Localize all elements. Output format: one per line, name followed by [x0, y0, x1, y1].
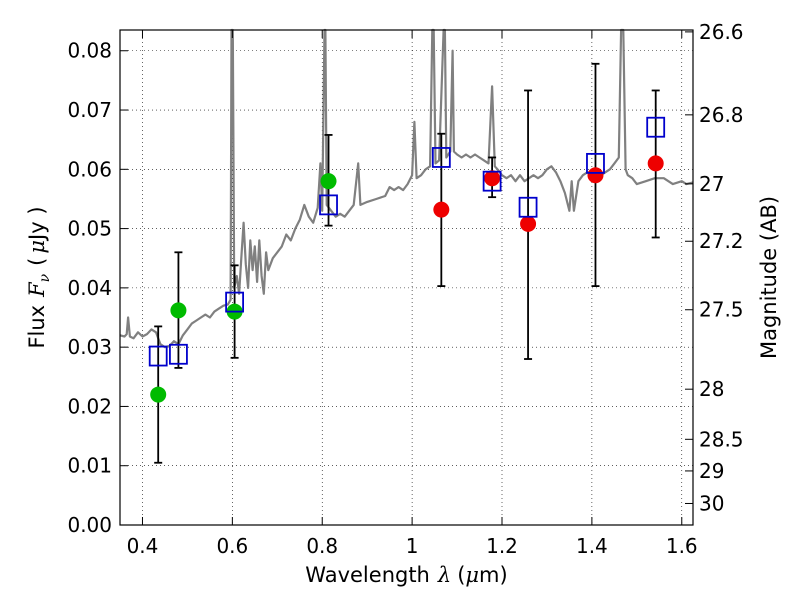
x-tick-label: 1.4 — [576, 534, 608, 558]
y-tick-label: 0.00 — [67, 513, 112, 537]
y-tick-label: 0.08 — [67, 39, 112, 63]
y2-tick-label: 26.6 — [699, 20, 744, 44]
x-tick-label: 0.6 — [216, 534, 248, 558]
x-axis-label-symbol: λ — [437, 563, 451, 587]
y-tick-label: 0.06 — [67, 157, 112, 181]
spectrum-layer — [119, 28, 694, 349]
model-spectrum-line — [119, 28, 694, 349]
model-photometry-square — [482, 170, 502, 192]
y2-tick-label: 28.5 — [699, 427, 744, 451]
y-tick-label: 0.04 — [67, 276, 112, 300]
x-tick-label: 1.6 — [666, 534, 698, 558]
x-axis-label-unit-open: ( — [457, 563, 465, 587]
y-tick-label: 0.07 — [67, 98, 112, 122]
green-data-point — [150, 386, 167, 403]
y-tick-label: 0.03 — [67, 335, 112, 359]
model-photometry-square — [431, 147, 451, 168]
y2-tick-label: 29 — [699, 459, 724, 483]
red-data-point — [647, 155, 664, 172]
y-tick-label: 0.05 — [67, 217, 112, 241]
y2-tick-label: 28 — [699, 377, 724, 401]
red-data-point — [587, 167, 604, 184]
x-tick-label: 0.4 — [127, 534, 159, 558]
green-data-point — [320, 173, 337, 190]
y-axis-label-unit-rest: Jy ) — [25, 206, 49, 242]
y2-tick-label: 30 — [699, 491, 724, 515]
y2-axis-label-text: Magnitude (AB) — [757, 196, 781, 359]
green-data-point — [170, 302, 187, 319]
svg-text:FluxFν(μJy ): Flux Fν ( μJy ) — [25, 206, 53, 348]
model-photometry-square — [646, 116, 666, 138]
axis-layer: 0.4 0.6 0.8 1 1.2 1.4 1.6 0.00 0.01 0.02 0.03 0.04 0… — [67, 20, 743, 558]
grid — [120, 30, 693, 526]
red-data-point — [520, 215, 537, 232]
model-photometry-square — [586, 152, 605, 174]
x-axis-label-text: Wavelength — [305, 563, 430, 587]
y-axis-label-unit-mu: μ — [25, 240, 49, 254]
model-photometry-square — [225, 291, 245, 313]
red-data-point — [484, 170, 501, 187]
y-tick-label: 0.01 — [67, 454, 112, 478]
model-photometry-square — [169, 343, 188, 365]
model-photometry-square — [319, 194, 338, 216]
y-axis-label-subscript: ν — [37, 273, 53, 282]
y2-tick-label: 27.5 — [699, 298, 744, 322]
x-tick-label: 1 — [406, 534, 419, 558]
y-axis-label-unit-open: ( — [25, 258, 49, 266]
model-photometry-square — [518, 196, 538, 218]
x-axis-label-unit-rest: m) — [479, 563, 508, 587]
model-photometry-square — [148, 345, 168, 367]
red-data-point — [433, 201, 450, 218]
plot-frame — [119, 29, 694, 526]
y-axis-label: Flux Fν ( μJy ) — [25, 206, 53, 348]
y-axis-label-text: Flux — [25, 305, 49, 349]
y2-tick-label: 27 — [699, 172, 724, 196]
y2-tick-label: 27.2 — [699, 229, 744, 253]
y2-axis-label: Magnitude (AB) — [757, 196, 781, 359]
y-axis-label-symbol: F — [25, 281, 49, 298]
marker-layer — [148, 116, 666, 403]
x-axis-label: Wavelength λ (μm) — [305, 563, 507, 587]
x-tick-label: 0.8 — [306, 534, 338, 558]
y2-tick-label: 26.8 — [699, 103, 744, 127]
y-tick-label: 0.02 — [67, 394, 112, 418]
x-tick-label: 1.2 — [486, 534, 518, 558]
x-axis-label-unit-mu: μ — [465, 563, 479, 587]
